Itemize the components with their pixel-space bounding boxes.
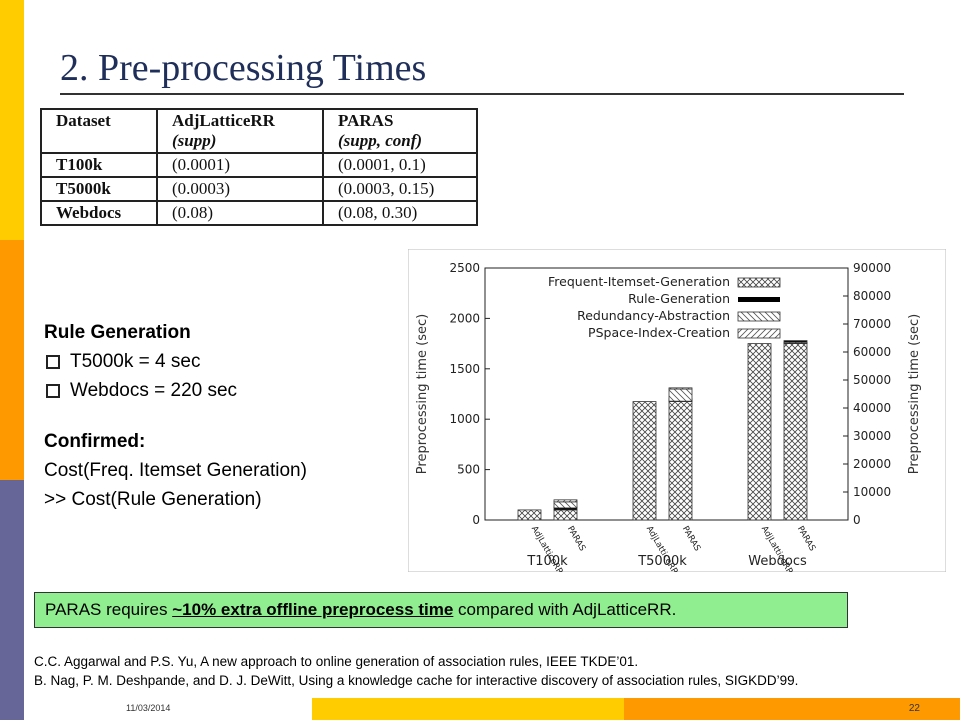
header-dataset: Dataset [40, 108, 158, 154]
y-axis-label-right: Preprocessing time (sec) [907, 314, 922, 474]
square-bullet-icon [46, 354, 60, 369]
cell-adj: (0.0001) [156, 152, 324, 178]
footer-bar: 11/03/2014 22 [0, 698, 960, 720]
bar-segment-pspace [553, 499, 578, 503]
table-row: Webdocs (0.08) (0.08, 0.30) [40, 200, 478, 226]
cell-paras: (0.08, 0.30) [322, 200, 478, 226]
cell-adj: (0.0003) [156, 176, 324, 202]
footer-date: 11/03/2014 [126, 703, 171, 713]
left-stripe-orange [0, 240, 24, 480]
legend-swatch [738, 297, 780, 302]
plot-area [484, 267, 849, 521]
header-paras: PARAS (supp, conf) [322, 108, 478, 154]
cell-adj: (0.08) [156, 200, 324, 226]
table-row: T100k (0.0001) (0.0001, 0.1) [40, 152, 478, 178]
notes-block: Rule Generation T5000k = 4 sec Webdocs =… [44, 318, 307, 514]
cell-paras: (0.0003, 0.15) [322, 176, 478, 202]
confirmed-heading: Confirmed: [44, 431, 146, 452]
y-tick-label-right: 50000 [853, 373, 891, 387]
title-divider [60, 93, 904, 95]
x-group-label: Webdocs [748, 554, 807, 569]
legend-label: PSpace-Index-Creation [588, 325, 730, 340]
legend-swatch [737, 311, 781, 322]
y-tick-label-right: 30000 [853, 429, 891, 443]
callout-emphasis: ~10% extra offline preprocess time [172, 600, 454, 619]
left-stripe-yellow [0, 0, 24, 240]
bullet-item: Webdocs = 220 sec [44, 376, 307, 405]
bar-segment-redundancy [553, 501, 578, 509]
slide-title: 2. Pre-processing Times [60, 47, 427, 89]
y-tick-label-left: 1000 [449, 412, 480, 426]
confirmed-line-2: >> Cost(Rule Generation) [44, 489, 262, 510]
right-axis: 0 10000 20000 30000 40000 50000 60000 70000 8000… [843, 261, 891, 527]
header-paras-sub: (supp, conf) [338, 131, 423, 150]
left-stripe-purple [0, 480, 24, 698]
y-tick-label-right: 60000 [853, 345, 891, 359]
highlight-callout: PARAS requires ~10% extra offline prepro… [34, 592, 848, 628]
bar-segment-frequent-itemset [747, 343, 772, 521]
bar-segment-pspace [668, 387, 693, 390]
cell-dataset: T5000k [40, 176, 158, 202]
y-tick-label-right: 40000 [853, 401, 891, 415]
rule-generation-heading: Rule Generation [44, 322, 191, 343]
bullet-text: T5000k = 4 sec [70, 351, 201, 372]
table-row: T5000k (0.0003) (0.0003, 0.15) [40, 176, 478, 202]
callout-text-before: PARAS requires [45, 600, 173, 619]
y-tick-label-right: 80000 [853, 289, 891, 303]
y-tick-label-left: 500 [457, 463, 480, 477]
cell-dataset: Webdocs [40, 200, 158, 226]
page-number: 22 [908, 703, 920, 714]
y-tick-label-right: 10000 [853, 485, 891, 499]
header-adj-sub: (supp) [172, 131, 217, 150]
square-bullet-icon [46, 383, 60, 398]
y-tick-label-left: 2500 [449, 261, 480, 275]
reference-item: B. Nag, P. M. Deshpande, and D. J. DeWit… [34, 673, 799, 688]
bullet-item: T5000k = 4 sec [44, 347, 307, 376]
bars-layer [517, 340, 808, 521]
bar-segment-frequent-itemset [783, 343, 808, 521]
references: C.C. Aggarwal and P.S. Yu, A new approac… [34, 652, 798, 690]
y-tick-label-left: 1500 [449, 362, 480, 376]
bar-segment-frequent-itemset [553, 509, 578, 521]
y-tick-label-right: 90000 [853, 261, 891, 275]
parameters-table: Dataset AdjLatticeRR (supp) PARAS (supp,… [40, 108, 478, 226]
bar-segment-redundancy [668, 388, 693, 402]
bar-segment-frequent-itemset [632, 401, 657, 521]
legend-label: Frequent-Itemset-Generation [548, 274, 730, 289]
bar-segment-frequent-itemset [668, 401, 693, 521]
bar-segment-frequent-itemset [517, 509, 542, 521]
chart-legend: Frequent-Itemset-Generation Rule-Generati… [548, 274, 781, 340]
legend-label: Redundancy-Abstraction [577, 308, 730, 323]
y-tick-label-right: 0 [853, 513, 861, 527]
preprocessing-time-chart: 0 500 1000 1500 2000 2500 0 10000 20000 30000 400… [408, 249, 946, 572]
header-adjlatticerr: AdjLatticeRR (supp) [156, 108, 324, 154]
y-tick-label-left: 0 [472, 513, 480, 527]
y-tick-label-left: 2000 [449, 311, 480, 325]
header-adj-label: AdjLatticeRR [172, 111, 275, 130]
y-axis-label-left: Preprocessing time (sec) [415, 314, 430, 474]
callout-text-after: compared with AdjLatticeRR. [453, 600, 677, 619]
header-paras-label: PARAS [338, 111, 394, 130]
reference-item: C.C. Aggarwal and P.S. Yu, A new approac… [34, 654, 639, 669]
cell-dataset: T100k [40, 152, 158, 178]
left-axis: 0 500 1000 1500 2000 2500 [449, 261, 490, 527]
cell-paras: (0.0001, 0.1) [322, 152, 478, 178]
y-tick-label-right: 20000 [853, 457, 891, 471]
x-group-label: T5000k [637, 554, 687, 569]
y-tick-label-right: 70000 [853, 317, 891, 331]
confirmed-line-1: Cost(Freq. Itemset Generation) [44, 460, 307, 481]
legend-swatch [737, 277, 781, 288]
x-group-label: T100k [526, 554, 568, 569]
legend-label: Rule-Generation [628, 291, 730, 306]
table-header-row: Dataset AdjLatticeRR (supp) PARAS (supp,… [40, 108, 478, 154]
bullet-text: Webdocs = 220 sec [70, 380, 238, 401]
legend-swatch [737, 328, 781, 339]
bar-segment-redundancy [783, 341, 808, 344]
